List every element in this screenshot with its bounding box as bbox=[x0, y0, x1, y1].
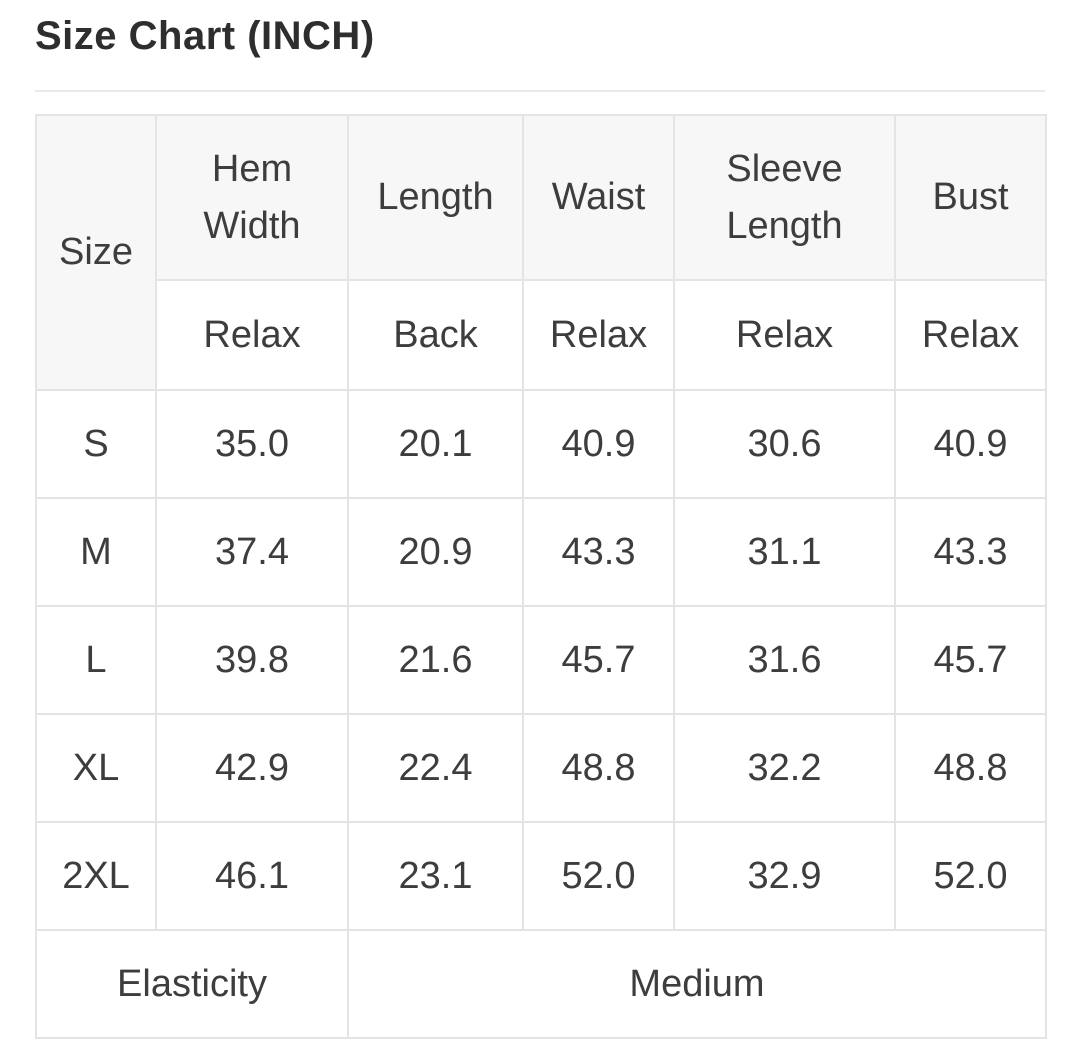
header-row-fit: Relax Back Relax Relax Relax bbox=[36, 279, 1047, 391]
table-row-s: S 35.0 20.1 40.9 30.6 40.9 bbox=[35, 389, 1047, 499]
value-cell: 21.6 bbox=[347, 605, 524, 715]
value-cell: 32.2 bbox=[673, 713, 896, 823]
size-chart-section: Size Chart (INCH) Size Hem Width Length … bbox=[35, 14, 1047, 1039]
value-cell: 20.9 bbox=[347, 497, 524, 607]
size-cell: M bbox=[35, 497, 157, 607]
fit-cell-sleeve-length: Relax bbox=[673, 279, 896, 391]
elasticity-value-cell: Medium bbox=[347, 929, 1047, 1039]
value-cell: 52.0 bbox=[894, 821, 1047, 931]
value-cell: 45.7 bbox=[894, 605, 1047, 715]
table-row-xl: XL 42.9 22.4 48.8 32.2 48.8 bbox=[35, 713, 1047, 823]
elasticity-row: Elasticity Medium bbox=[35, 929, 1047, 1039]
fit-cell-length: Back bbox=[347, 279, 524, 391]
header-cell-length: Length bbox=[347, 114, 524, 281]
value-cell: 20.1 bbox=[347, 389, 524, 499]
section-divider bbox=[35, 90, 1045, 92]
value-cell: 45.7 bbox=[522, 605, 675, 715]
value-cell: 31.1 bbox=[673, 497, 896, 607]
value-cell: 52.0 bbox=[522, 821, 675, 931]
value-cell: 48.8 bbox=[522, 713, 675, 823]
value-cell: 40.9 bbox=[894, 389, 1047, 499]
size-cell: 2XL bbox=[35, 821, 157, 931]
fit-cell-hem-width: Relax bbox=[155, 279, 349, 391]
header-cell-hem-width: Hem Width bbox=[155, 114, 349, 281]
header-cell-bust: Bust bbox=[894, 114, 1047, 281]
header-cell-size: Size bbox=[35, 114, 157, 391]
value-cell: 35.0 bbox=[155, 389, 349, 499]
value-cell: 48.8 bbox=[894, 713, 1047, 823]
value-cell: 32.9 bbox=[673, 821, 896, 931]
value-cell: 23.1 bbox=[347, 821, 524, 931]
value-cell: 31.6 bbox=[673, 605, 896, 715]
page-title: Size Chart (INCH) bbox=[35, 14, 375, 58]
value-cell: 37.4 bbox=[155, 497, 349, 607]
size-cell: XL bbox=[35, 713, 157, 823]
table-row-2xl: 2XL 46.1 23.1 52.0 32.9 52.0 bbox=[35, 821, 1047, 931]
value-cell: 43.3 bbox=[522, 497, 675, 607]
header-row-measurements: Size Hem Width Length Waist Sleeve Lengt… bbox=[35, 114, 1047, 391]
value-cell: 40.9 bbox=[522, 389, 675, 499]
fit-cell-waist: Relax bbox=[522, 279, 675, 391]
header-cell-sleeve-length: Sleeve Length bbox=[673, 114, 896, 281]
size-cell: L bbox=[35, 605, 157, 715]
value-cell: 46.1 bbox=[155, 821, 349, 931]
value-cell: 22.4 bbox=[347, 713, 524, 823]
value-cell: 30.6 bbox=[673, 389, 896, 499]
elasticity-label-cell: Elasticity bbox=[35, 929, 349, 1039]
value-cell: 42.9 bbox=[155, 713, 349, 823]
fit-cell-bust: Relax bbox=[894, 279, 1047, 391]
size-chart-table: Size Hem Width Length Waist Sleeve Lengt… bbox=[35, 114, 1047, 1039]
value-cell: 39.8 bbox=[155, 605, 349, 715]
table-row-m: M 37.4 20.9 43.3 31.1 43.3 bbox=[35, 497, 1047, 607]
table-row-l: L 39.8 21.6 45.7 31.6 45.7 bbox=[35, 605, 1047, 715]
size-cell: S bbox=[35, 389, 157, 499]
value-cell: 43.3 bbox=[894, 497, 1047, 607]
header-cell-waist: Waist bbox=[522, 114, 675, 281]
